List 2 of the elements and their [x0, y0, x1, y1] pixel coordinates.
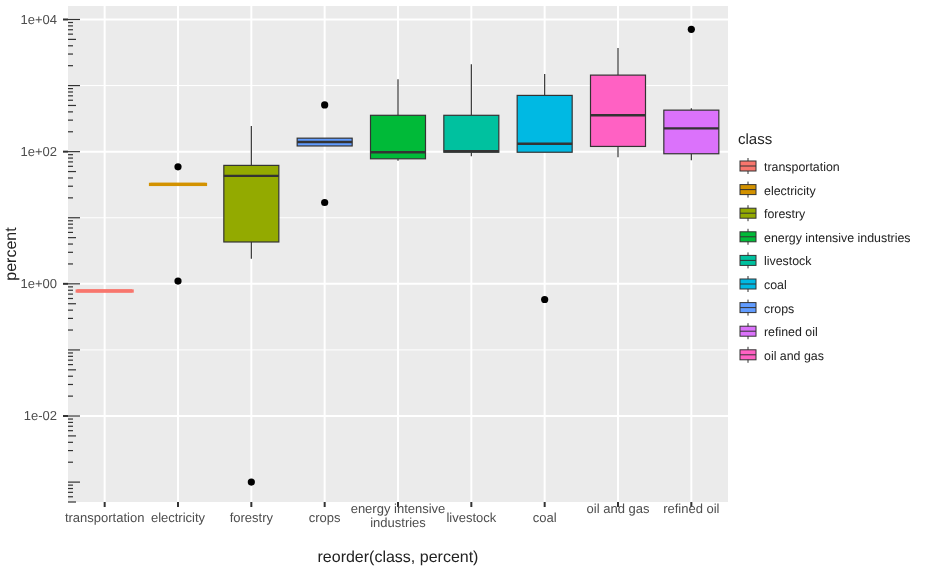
y-axis-title: percent — [2, 225, 20, 281]
x-axis-title: reorder(class, percent) — [317, 548, 480, 566]
